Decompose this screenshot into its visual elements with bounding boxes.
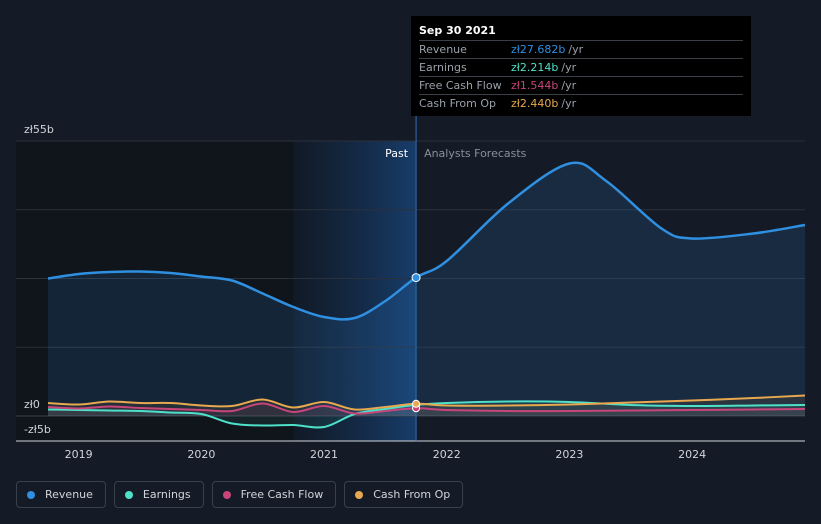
grid-lines xyxy=(16,140,805,442)
tooltip-unit: /yr xyxy=(561,61,577,74)
legend-label: Free Cash Flow xyxy=(240,488,324,501)
x-tick-label: 2023 xyxy=(555,448,583,461)
tooltip-unit: /yr xyxy=(561,97,577,110)
tooltip-row-revenue: Revenue zł27.682b /yr xyxy=(419,40,743,58)
y-tick-label: -zł5b xyxy=(24,423,51,436)
tooltip-row-free-cash-flow: Free Cash Flow zł1.544b /yr xyxy=(419,76,743,94)
legend-dot-icon xyxy=(355,490,364,499)
earnings-line xyxy=(47,400,806,429)
tooltip-row-cash-from-op: Cash From Op zł2.440b /yr xyxy=(419,94,743,112)
chart-area: zł55b zł0 -zł5b 2019 2020 2021 2022 2023 2024 P… xyxy=(16,116,806,461)
tooltip: Sep 30 2021 Revenue zł27.682b /yr Earnin… xyxy=(411,16,751,116)
legend-label: Earnings xyxy=(142,488,191,501)
tooltip-label: Cash From Op xyxy=(419,97,497,110)
tooltip-row-earnings: Earnings zł2.214b /yr xyxy=(419,58,743,76)
legend-item-cash-from-op[interactable]: Cash From Op xyxy=(344,481,464,508)
earnings-area xyxy=(48,401,805,428)
tooltip-value: zł2.440b xyxy=(511,97,559,110)
tooltip-label: Earnings xyxy=(419,61,467,74)
tooltip-value: zł27.682b xyxy=(511,43,566,56)
revenue-area xyxy=(48,162,805,416)
legend-label: Cash From Op xyxy=(373,488,451,501)
y-axis-labels: zł55b zł0 -zł5b xyxy=(24,123,54,436)
revenue-line xyxy=(47,161,806,321)
tooltip-label: Revenue xyxy=(419,43,467,56)
tooltip-unit: /yr xyxy=(568,43,584,56)
analysts-forecasts-label: Analysts Forecasts xyxy=(424,147,527,160)
x-tick-label: 2021 xyxy=(310,448,338,461)
legend-dot-icon xyxy=(222,490,231,499)
x-tick-label: 2022 xyxy=(433,448,461,461)
free-cash-flow-area xyxy=(48,403,805,416)
tooltip-unit: /yr xyxy=(561,79,577,92)
tooltip-value: zł2.214b xyxy=(511,61,559,74)
free-cash-flow-line xyxy=(47,402,806,415)
tooltip-label: Free Cash Flow xyxy=(419,79,502,92)
legend: Revenue Earnings Free Cash Flow Cash Fro… xyxy=(16,481,464,508)
legend-dot-icon xyxy=(124,490,133,499)
legend-item-free-cash-flow[interactable]: Free Cash Flow xyxy=(211,481,337,508)
past-label: Past xyxy=(385,147,409,160)
cash-from-op-line xyxy=(47,394,806,411)
legend-item-revenue[interactable]: Revenue xyxy=(16,481,106,508)
past-highlight-band xyxy=(293,141,417,441)
cash-from-op-marker xyxy=(412,399,421,408)
x-axis-labels: 2019 2020 2021 2022 2023 2024 xyxy=(65,448,706,461)
x-tick-label: 2019 xyxy=(65,448,93,461)
tooltip-value: zł1.544b xyxy=(511,79,559,92)
series-lines xyxy=(47,161,806,429)
tooltip-date: Sep 30 2021 xyxy=(419,24,496,37)
x-tick-label: 2020 xyxy=(187,448,215,461)
revenue-marker xyxy=(411,273,421,283)
y-tick-label: zł0 xyxy=(24,398,40,411)
legend-item-earnings[interactable]: Earnings xyxy=(113,481,204,508)
x-tick-label: 2024 xyxy=(678,448,706,461)
hover-markers xyxy=(411,273,421,413)
legend-label: Revenue xyxy=(45,488,93,501)
y-tick-label: zł55b xyxy=(24,123,54,136)
legend-dot-icon xyxy=(27,490,35,499)
